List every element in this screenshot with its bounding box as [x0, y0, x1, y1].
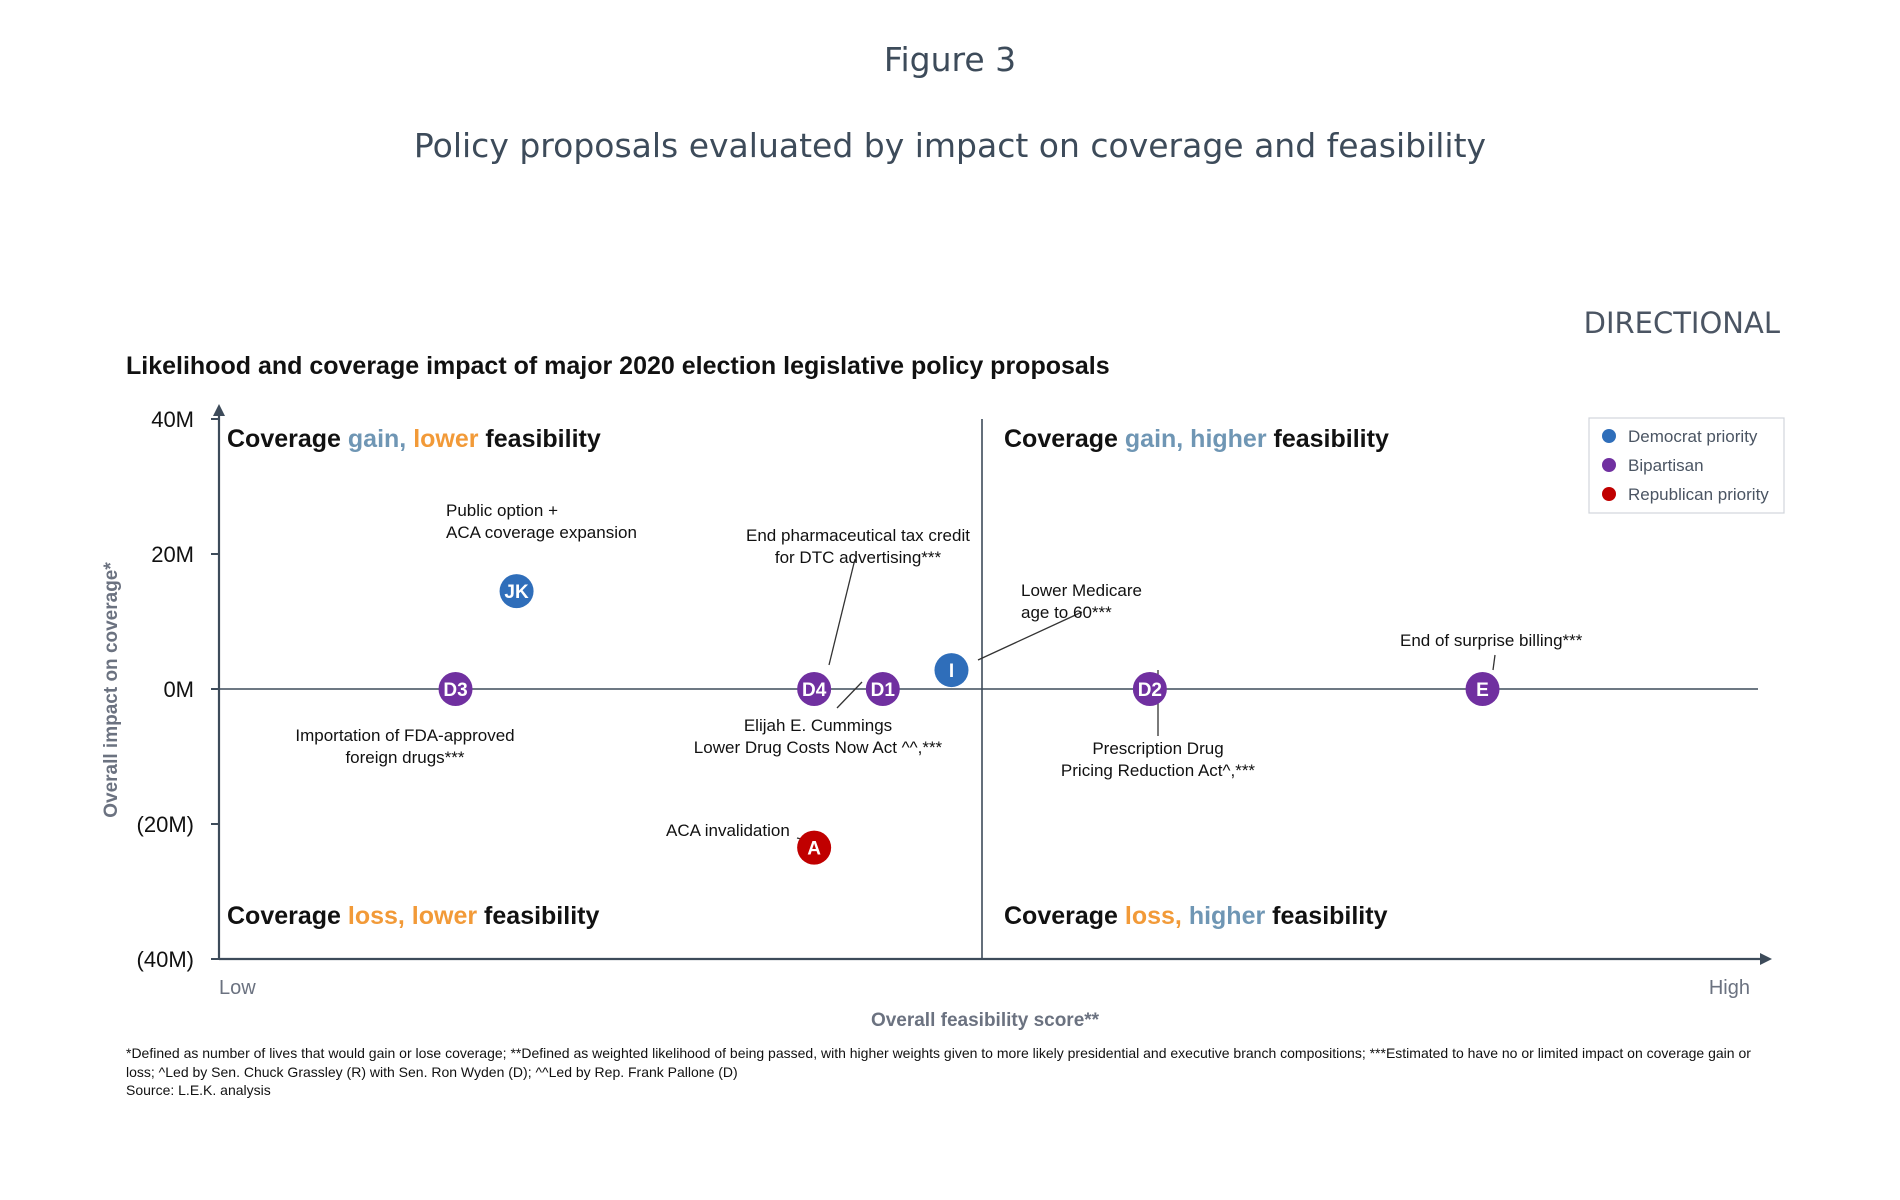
legend-box: [1588, 417, 1785, 514]
legend-marker: [1602, 458, 1616, 472]
leader-line-d4: [828, 558, 856, 666]
point-d3: [438, 672, 473, 706]
point-e: [1465, 672, 1500, 706]
footnote: *Defined as number of lives that would g…: [126, 1045, 1751, 1080]
point-label: Importation of FDA-approved: [295, 726, 514, 745]
point-label: Prescription Drug: [1092, 739, 1223, 758]
point-label: for DTC advertising***: [775, 548, 942, 567]
point-label: End of surprise billing***: [1400, 631, 1583, 650]
x-tick-label-low: Low: [219, 977, 256, 999]
leader-line-e: [1492, 654, 1496, 671]
leader-line-d1: [836, 681, 863, 709]
quadrant-label-bottom-left: Coverage loss, lower feasibility: [227, 902, 599, 930]
legend-marker: [1602, 487, 1616, 501]
point-label: Pricing Reduction Act^,***: [1061, 761, 1256, 780]
figure-subtitle: Policy proposals evaluated by impact on …: [413, 126, 1487, 165]
x-axis-arrow: [1760, 953, 1772, 965]
point-id-label: E: [1476, 680, 1489, 701]
point-label: Lower Drug Costs Now Act ^^,***: [694, 738, 943, 757]
point-d4: [797, 672, 832, 706]
point-id-label: JK: [504, 582, 529, 603]
quadrant-label-top-left: Coverage gain, lower feasibility: [227, 425, 601, 453]
x-axis-title: Overall feasibility score**: [871, 1010, 1100, 1031]
y-tick-label: 20M: [151, 542, 194, 567]
figure-label: Figure 3: [883, 40, 1017, 79]
directional-tag: DIRECTIONAL: [1583, 306, 1780, 340]
point-label: Elijah E. Cummings: [744, 716, 892, 735]
point-id-label: D4: [802, 680, 827, 701]
point-i: [934, 653, 969, 688]
legend-label: Democrat priority: [1628, 427, 1758, 446]
chart-title: Likelihood and coverage impact of major …: [126, 352, 1110, 380]
point-jk: [499, 574, 534, 609]
point-label: ACA coverage expansion: [446, 523, 637, 542]
point-id-label: D2: [1138, 680, 1162, 701]
legend-label: Republican priority: [1628, 485, 1769, 504]
point-label: End pharmaceutical tax credit: [746, 526, 970, 545]
point-label: age to 60***: [1021, 603, 1112, 622]
point-label: foreign drugs***: [345, 748, 464, 767]
quadrant-label-bottom-right: Coverage loss, higher feasibility: [1004, 902, 1388, 930]
point-d1: [865, 672, 900, 706]
leader-line-i: [977, 611, 1083, 661]
point-label: ACA invalidation: [666, 821, 790, 840]
quadrant-label-top-right: Coverage gain, higher feasibility: [1004, 425, 1389, 453]
y-tick-label: (40M): [137, 947, 194, 972]
y-tick-label: 0M: [163, 677, 194, 702]
point-d2: [1132, 672, 1167, 706]
y-axis-title: Overall impact on coverage*: [101, 562, 122, 818]
point-id-label: D3: [443, 680, 467, 701]
legend-marker: [1602, 429, 1616, 443]
y-tick-label: 40M: [151, 407, 194, 432]
source-note: Source: L.E.K. analysis: [126, 1082, 271, 1098]
point-label: Lower Medicare: [1021, 581, 1142, 600]
y-axis-arrow: [213, 404, 225, 416]
point-id-label: D1: [871, 680, 896, 701]
legend-label: Bipartisan: [1628, 456, 1704, 475]
y-tick-label: (20M): [137, 812, 194, 837]
point-a: [797, 830, 832, 865]
x-tick-label-high: High: [1709, 977, 1750, 999]
point-id-label: I: [949, 661, 954, 682]
point-id-label: A: [807, 839, 821, 860]
point-label: Public option +: [446, 501, 558, 520]
